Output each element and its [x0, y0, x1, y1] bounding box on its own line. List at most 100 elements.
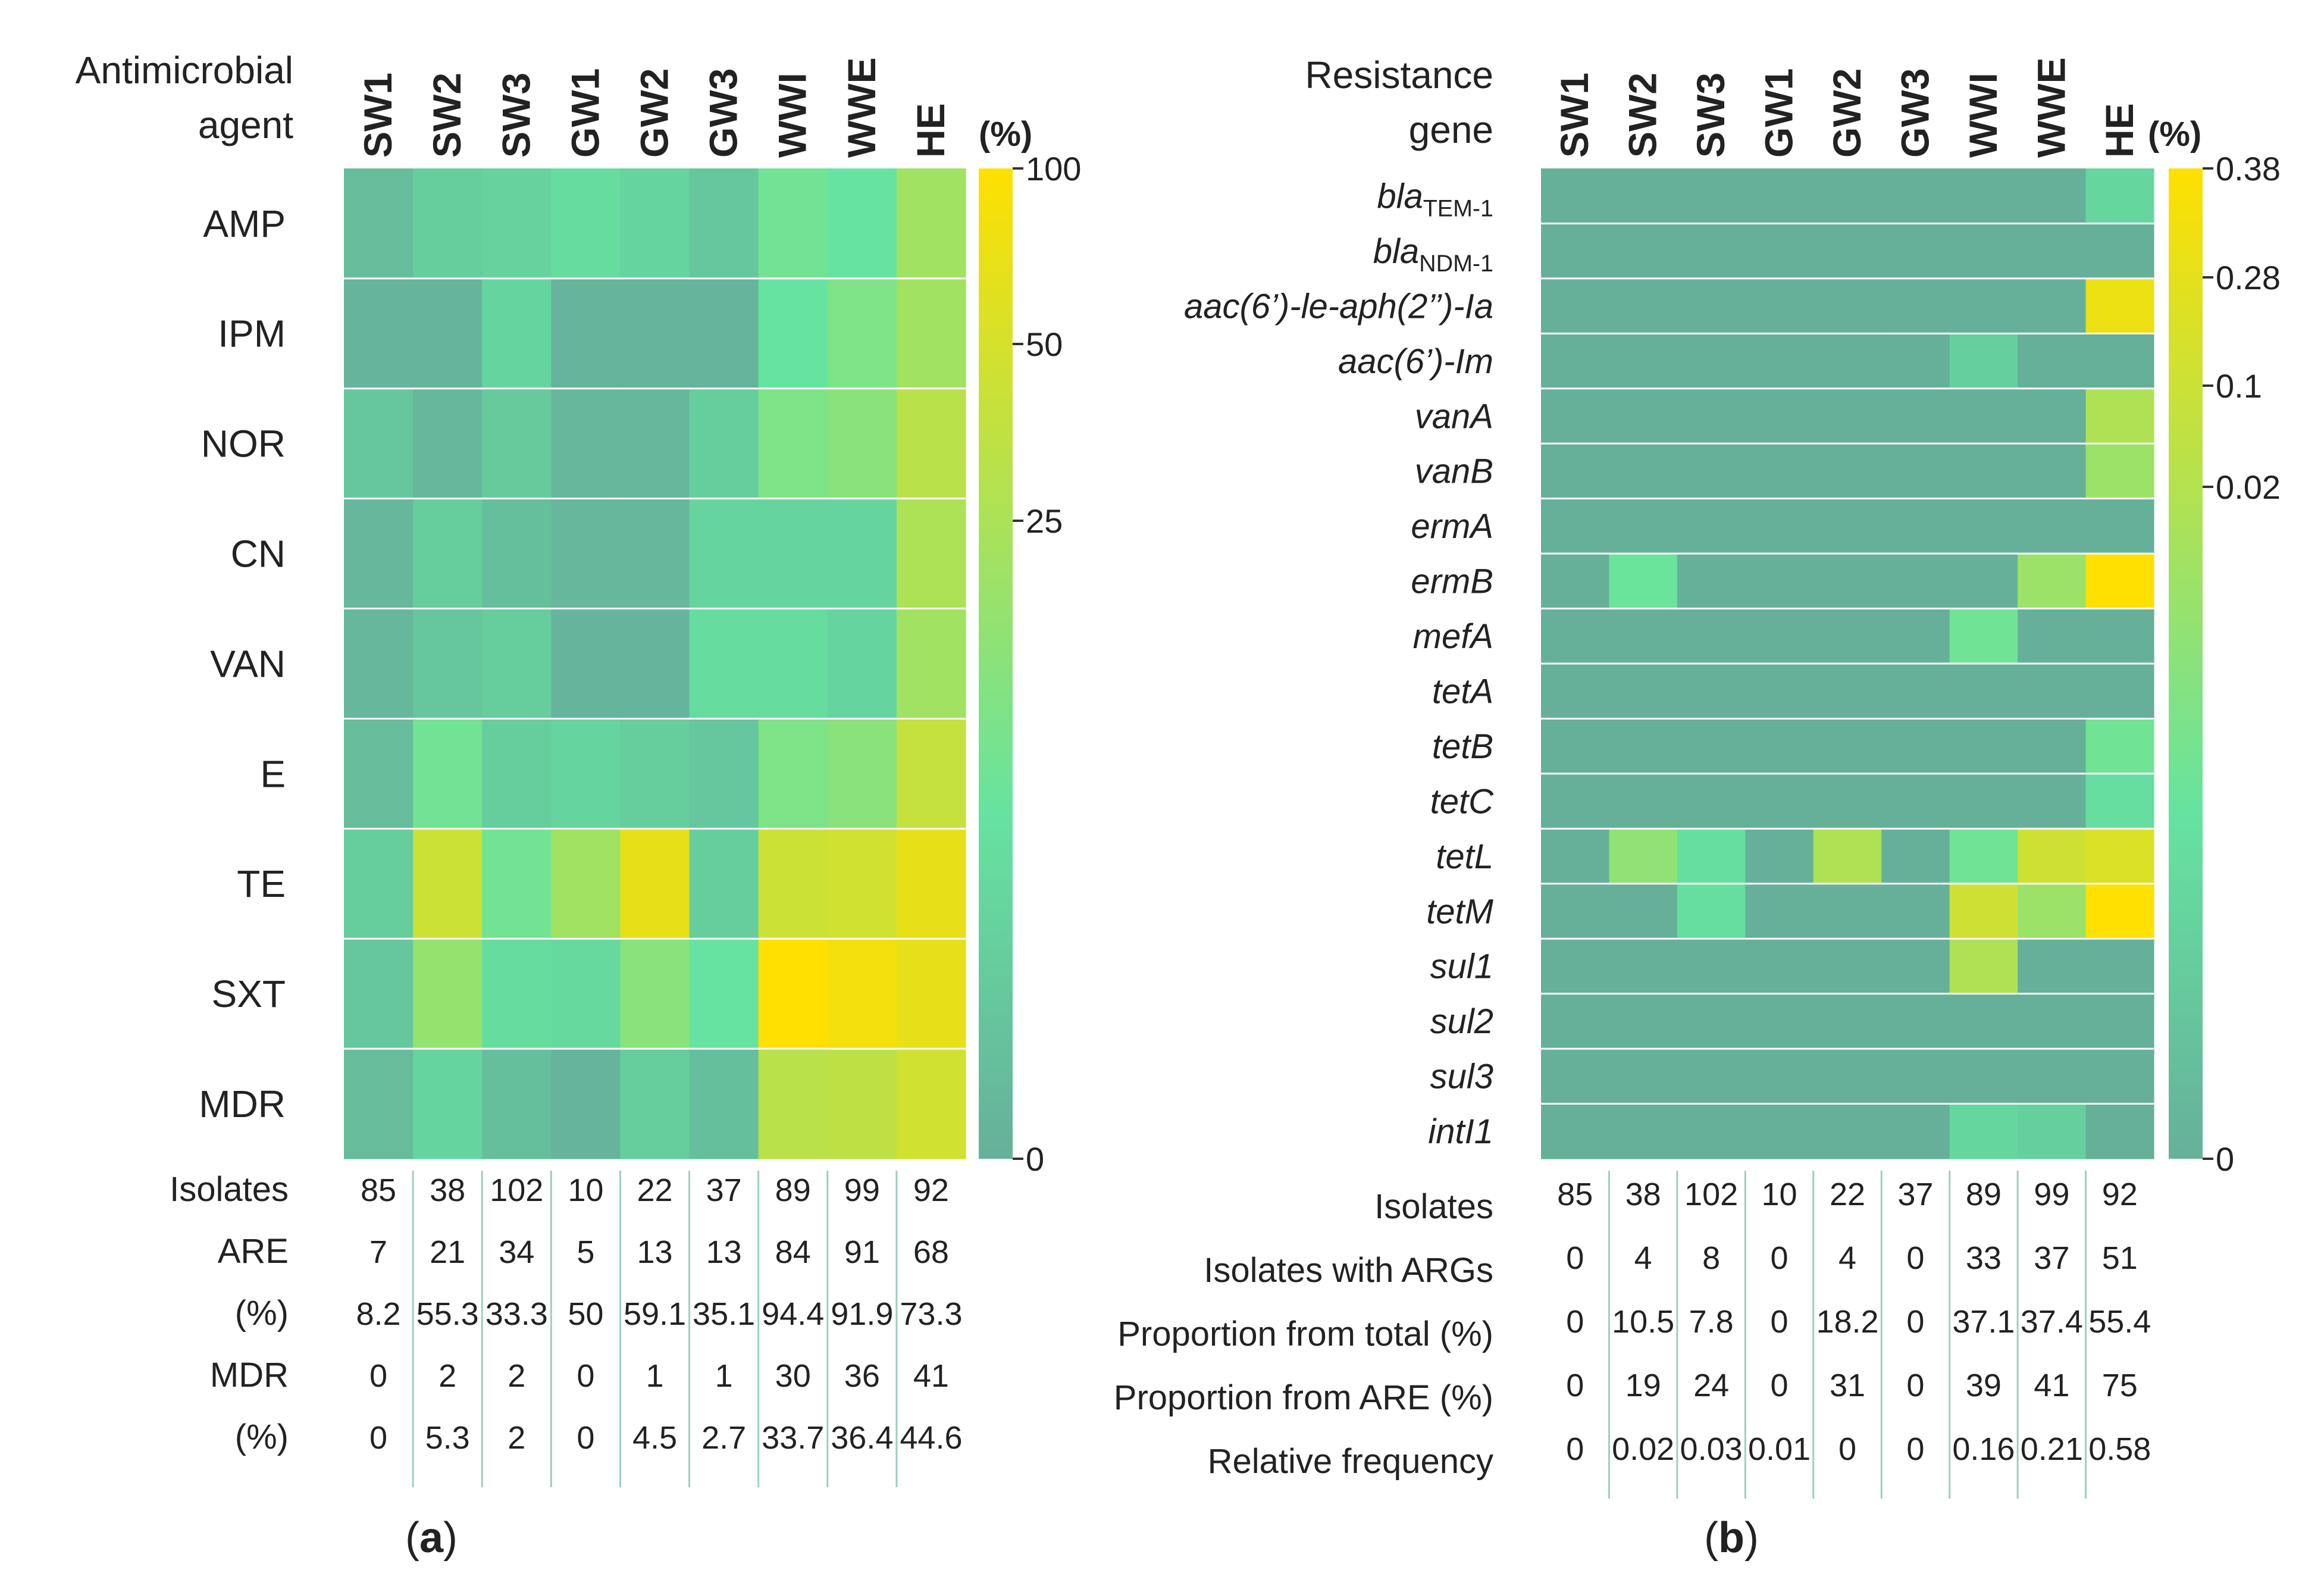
table-row-label: Isolates — [170, 1170, 289, 1209]
table-cell: 51 — [2102, 1240, 2138, 1276]
heatmap-cell — [620, 168, 690, 279]
heatmap-cell — [689, 1049, 759, 1159]
table-cell: 89 — [775, 1172, 811, 1208]
colorbar-unit: (%) — [2148, 115, 2201, 154]
heatmap-cell — [413, 718, 483, 829]
heatmap-cell — [2085, 718, 2154, 774]
heatmap-cell — [827, 718, 897, 829]
heatmap-cell — [1677, 664, 1746, 720]
heatmap-cell — [1677, 443, 1746, 499]
heatmap-cell — [827, 608, 897, 720]
heatmap-cell — [1745, 388, 1814, 444]
heatmap-cell — [689, 608, 759, 720]
table-row-label: ARE — [218, 1232, 289, 1271]
heatmap-cell — [1609, 388, 1678, 444]
heatmap-cell — [1609, 1049, 1678, 1105]
table-cell: 0.02 — [1612, 1431, 1674, 1467]
table-cell: 102 — [490, 1172, 543, 1208]
table-cell: 92 — [2102, 1177, 2138, 1212]
table-cell: 89 — [1966, 1177, 2002, 1212]
heatmap-cell — [827, 939, 897, 1049]
heatmap-cell — [1813, 773, 1882, 829]
row-label: blaNDM-1 — [1373, 232, 1493, 277]
heatmap-cell — [1745, 883, 1814, 939]
heatmap-cell — [482, 1049, 552, 1159]
heatmap-cell — [827, 388, 897, 499]
table-cell: 0 — [577, 1358, 594, 1394]
heatmap-cell — [1609, 608, 1678, 664]
heatmap-cell — [896, 608, 966, 720]
heatmap-cell — [1609, 553, 1678, 609]
colorbar-tick-label: 0.38 — [2216, 150, 2281, 187]
heatmap-cell — [2085, 278, 2154, 334]
heatmap-cell — [2085, 883, 2154, 939]
heatmap-cell — [2085, 553, 2154, 609]
table-cell: 37.4 — [2021, 1304, 2083, 1340]
heatmap-cell — [2018, 664, 2087, 720]
table-cell: 33 — [1966, 1240, 2002, 1276]
heatmap-cell — [551, 388, 621, 499]
table-cell: 33.7 — [762, 1420, 824, 1456]
table-cell: 73.3 — [900, 1296, 962, 1332]
row-label: MDR — [199, 1083, 286, 1125]
table-cell: 38 — [1625, 1177, 1661, 1212]
heatmap-cell — [1949, 443, 2018, 499]
table-cell: 0 — [1771, 1368, 1789, 1403]
heatmap-cell — [1745, 608, 1814, 664]
heatmap-cell — [344, 168, 414, 279]
table-cell: 41 — [2034, 1368, 2069, 1403]
table-cell: 7.8 — [1689, 1304, 1734, 1340]
heatmap-cell — [1609, 664, 1678, 720]
heatmap-cell — [1745, 828, 1814, 884]
heatmap-cell — [1813, 664, 1882, 720]
heatmap-cell — [413, 828, 483, 939]
corner-label: Resistance — [1305, 54, 1493, 96]
table-cell: 10 — [568, 1172, 603, 1208]
heatmap-cell — [1813, 1103, 1882, 1159]
row-label: intI1 — [1428, 1112, 1493, 1151]
heatmap-cell — [620, 718, 690, 829]
heatmap-cell — [1881, 223, 1950, 279]
heatmap-cell — [620, 608, 690, 720]
table-cell: 94.4 — [762, 1296, 824, 1332]
heatmap-cell — [1541, 1103, 1610, 1159]
heatmap-cell — [1813, 993, 1882, 1049]
table-cell: 0.01 — [1748, 1431, 1811, 1467]
table-cell: 59.1 — [624, 1296, 686, 1332]
heatmap-cell — [1745, 1049, 1814, 1105]
heatmap-cell — [1677, 939, 1746, 994]
heatmap-cell — [1677, 498, 1746, 554]
heatmap-cell — [758, 608, 828, 720]
colorbar-tick-label: 0.02 — [2216, 468, 2281, 506]
heatmap-cell — [2018, 1103, 2087, 1159]
heatmap-cell — [1813, 168, 1882, 224]
table-cell: 85 — [1557, 1177, 1593, 1212]
heatmap-cell — [413, 498, 483, 609]
heatmap-cell — [1609, 1103, 1678, 1159]
heatmap-cell — [344, 498, 414, 609]
heatmap-cell — [689, 168, 759, 279]
heatmap-cell — [1745, 718, 1814, 774]
heatmap-cell — [1813, 553, 1882, 609]
heatmap-cell — [1881, 773, 1950, 829]
heatmap-cell — [1949, 664, 2018, 720]
heatmap-cell — [1881, 1049, 1950, 1105]
colorbar — [979, 168, 1013, 1159]
heatmap-cell — [758, 498, 828, 609]
colorbar-tick-label: 0 — [2216, 1140, 2234, 1178]
heatmap-cell — [2018, 278, 2087, 334]
row-label: sul3 — [1430, 1058, 1493, 1096]
column-label: GW2 — [632, 68, 676, 158]
heatmap-cell — [1541, 883, 1610, 939]
heatmap-cell — [413, 608, 483, 720]
heatmap-cell — [620, 278, 690, 389]
heatmap-cell — [482, 608, 552, 720]
heatmap-cell — [758, 278, 828, 389]
heatmap-cell — [1881, 939, 1950, 994]
heatmap-cell — [1541, 168, 1610, 224]
heatmap-cell — [827, 828, 897, 939]
table-cell: 0 — [1906, 1240, 1924, 1276]
heatmap-cell — [1609, 498, 1678, 554]
heatmap-cell — [1881, 993, 1950, 1049]
heatmap-cell — [1541, 773, 1610, 829]
